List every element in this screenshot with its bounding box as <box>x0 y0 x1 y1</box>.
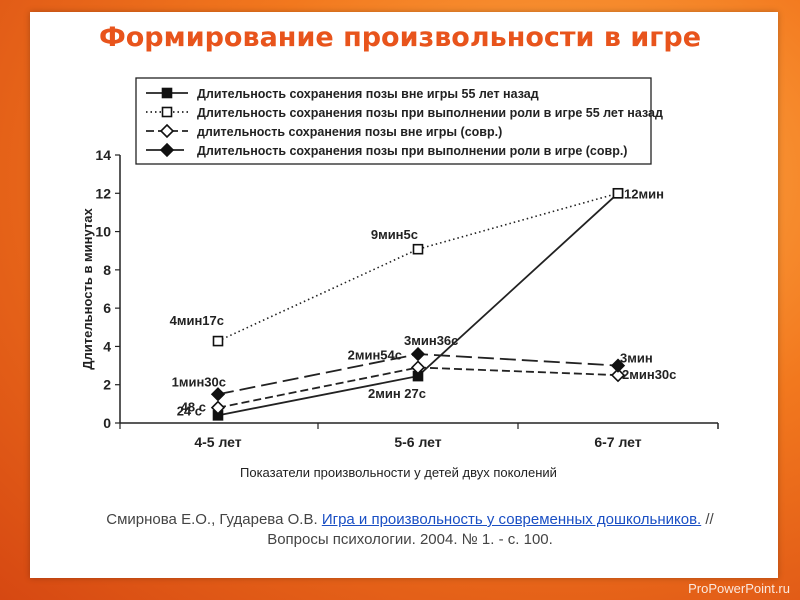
reference: Смирнова Е.О., Гударева О.В. Игра и прои… <box>100 510 720 550</box>
series-4-point <box>210 387 226 402</box>
series-2-point <box>212 335 224 347</box>
y-tick-label: 12 <box>95 185 111 201</box>
legend-box <box>135 77 652 165</box>
data-label: 48 с <box>181 400 206 415</box>
legend-label-4: Длительность сохранения позы при выполне… <box>197 144 627 158</box>
y-tick-label: 0 <box>103 415 111 431</box>
y-tick-label: 4 <box>103 338 111 354</box>
data-label: 2мин30с <box>622 367 676 382</box>
legend-label-1: Длительность сохранения позы вне игры 55… <box>197 87 539 101</box>
series-4-point <box>610 358 626 373</box>
legend-marker-3 <box>159 123 175 139</box>
series-line-2 <box>217 192 619 342</box>
y-tick-label: 2 <box>103 377 111 393</box>
x-tick-label: 5-6 лет <box>394 434 441 450</box>
data-label: 9мин5с <box>371 227 418 242</box>
legend-marker-4 <box>159 142 175 158</box>
data-label: 2мин54с <box>348 347 402 362</box>
data-label: 3мин36с <box>404 333 458 348</box>
y-axis-label: Длительность в минутах <box>80 208 95 370</box>
watermark: ProPowerPoint.ru <box>688 581 790 596</box>
series-3-point <box>210 400 226 415</box>
legend-marker-1 <box>161 87 173 99</box>
reference-link[interactable]: Игра и произвольность у современных дошк… <box>321 511 702 528</box>
y-tick-label: 6 <box>103 300 111 316</box>
legend-label-2: Длительность сохранения позы при выполне… <box>197 106 663 120</box>
chart-caption: Показатели произвольности у детей двух п… <box>240 465 557 480</box>
data-label: 12мин <box>624 186 664 201</box>
y-tick-label: 10 <box>95 224 111 240</box>
reference-rest: // Вопросы психологии. 2004. № 1. - с. 1… <box>267 511 714 548</box>
slide-title: Формирование произвольности в игре <box>98 22 702 53</box>
series-4-point <box>410 346 426 362</box>
series-line-1 <box>217 192 619 417</box>
legend-label-3: длительность сохранения позы вне игры (с… <box>197 125 502 139</box>
y-tick-label: 8 <box>103 262 111 278</box>
x-tick-label: 4-5 лет <box>194 434 241 450</box>
reference-authors: Смирнова Е.О., Гударева О.В. <box>106 511 318 528</box>
legend-marker-2 <box>161 106 173 118</box>
data-label: 1мин30с <box>172 374 226 389</box>
series-3-point <box>410 360 426 375</box>
x-tick-label: 6-7 лет <box>594 434 641 450</box>
data-label: 2мин 27с <box>368 386 426 401</box>
series-2-point <box>612 187 624 199</box>
y-tick-label: 14 <box>95 147 111 163</box>
data-label: 4мин17с <box>170 313 224 328</box>
data-label: 3мин <box>620 351 653 366</box>
series-3-point <box>610 368 626 383</box>
data-label: 24 с <box>177 403 202 418</box>
series-2-point <box>412 243 424 255</box>
